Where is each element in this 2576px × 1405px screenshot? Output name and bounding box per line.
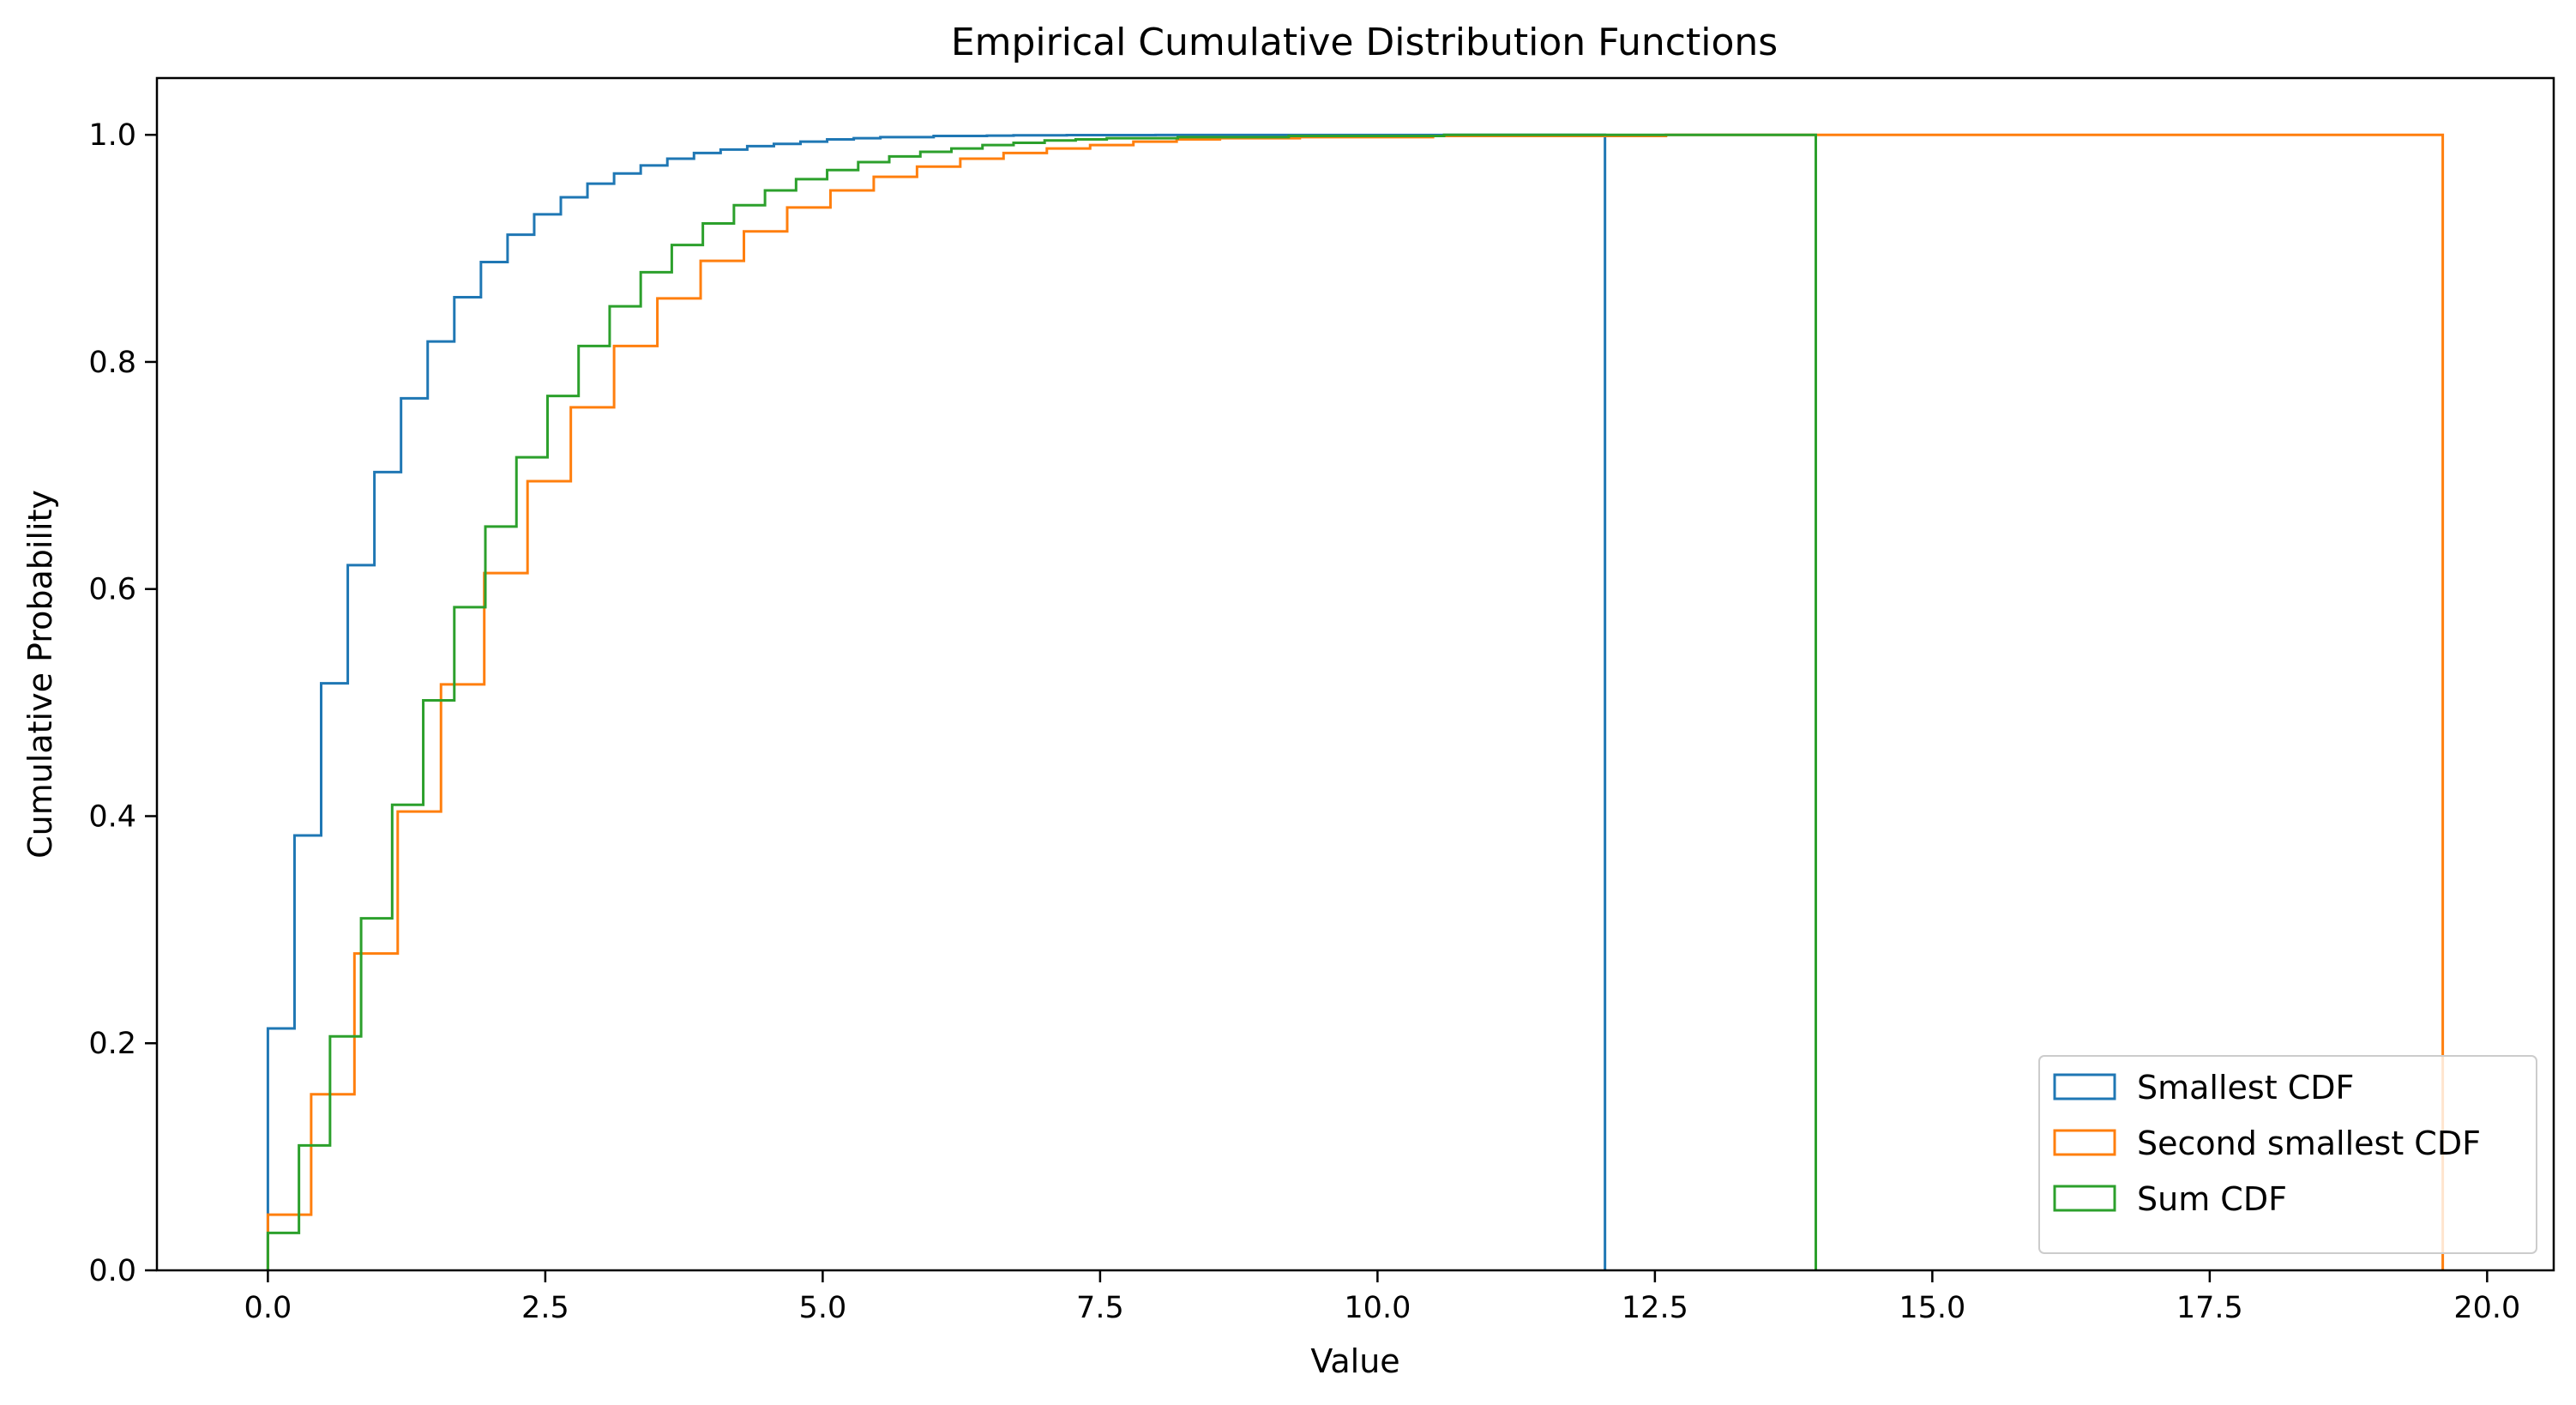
x-tick-label: 2.5 bbox=[521, 1291, 569, 1325]
x-tick-label: 17.5 bbox=[2176, 1291, 2243, 1325]
legend-label: Second smallest CDF bbox=[2137, 1125, 2481, 1162]
x-tick-label: 0.0 bbox=[244, 1291, 292, 1325]
plot-frame bbox=[155, 76, 2555, 1272]
y-axis: 0.0 0.2 0.4 0.6 0.8 1.0 bbox=[88, 118, 157, 1288]
series-line-2 bbox=[266, 133, 2445, 1270]
plot-area bbox=[266, 133, 2445, 1270]
y-axis-title: Cumulative Probability bbox=[21, 490, 59, 859]
x-axis: 0.0 2.5 5.0 7.5 10.0 12.5 15.0 17.5 20.0 bbox=[244, 1270, 2520, 1325]
y-tick-label: 0.8 bbox=[88, 346, 136, 380]
x-axis-title: Value bbox=[1310, 1342, 1399, 1380]
y-tick-label: 0.0 bbox=[88, 1254, 136, 1288]
y-tick-label: 0.6 bbox=[88, 573, 136, 607]
x-tick-label: 5.0 bbox=[799, 1291, 847, 1325]
legend-swatch bbox=[2053, 1185, 2116, 1212]
legend-box bbox=[2038, 1055, 2537, 1254]
x-tick-label: 12.5 bbox=[1622, 1291, 1688, 1325]
series-line-3 bbox=[266, 133, 1817, 1270]
legend-swatch bbox=[2053, 1129, 2116, 1156]
x-tick-label: 10.0 bbox=[1344, 1291, 1411, 1325]
y-tick-label: 0.2 bbox=[88, 1027, 136, 1061]
series-line-1 bbox=[266, 133, 1607, 1270]
legend-swatch bbox=[2053, 1073, 2116, 1100]
x-tick-label: 7.5 bbox=[1076, 1291, 1124, 1325]
x-tick-label: 20.0 bbox=[2453, 1291, 2520, 1325]
chart-title: Empirical Cumulative Distribution Functi… bbox=[951, 21, 1778, 64]
x-tick-label: 15.0 bbox=[1899, 1291, 1965, 1325]
legend-label: Smallest CDF bbox=[2137, 1069, 2354, 1107]
y-tick-label: 1.0 bbox=[88, 118, 136, 153]
legend-label: Sum CDF bbox=[2137, 1180, 2287, 1218]
y-tick-label: 0.4 bbox=[88, 799, 136, 834]
legend: Smallest CDF Second smallest CDF Sum CDF bbox=[2038, 1055, 2537, 1254]
